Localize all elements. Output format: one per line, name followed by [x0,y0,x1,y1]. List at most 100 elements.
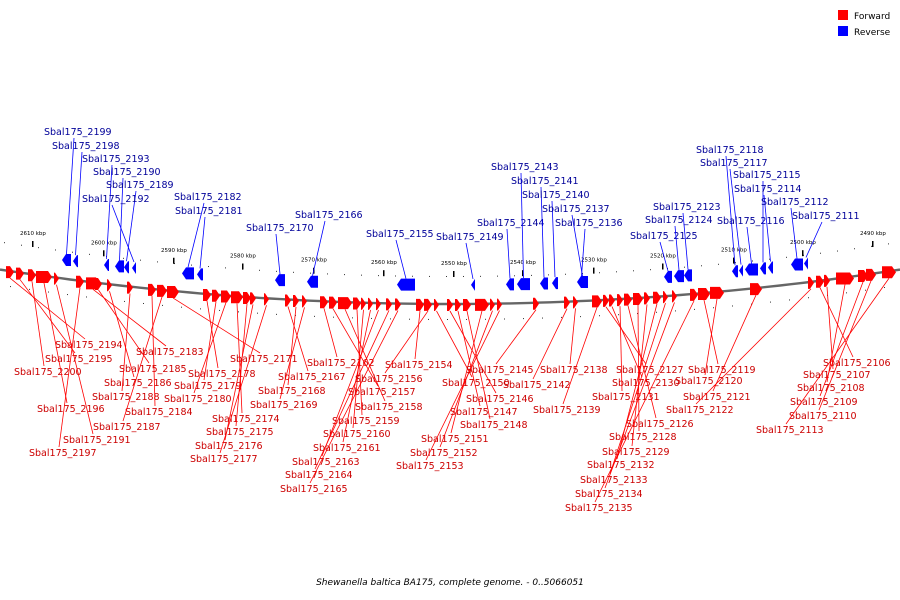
reverse-gene-arrow [124,261,129,274]
forward-gene-label: Sbal175_2158 [355,402,423,413]
reverse-gene-label: Sbal175_2125 [630,231,698,242]
reverse-gene-leader [111,204,135,263]
forward-gene-label: Sbal175_2153 [396,461,464,472]
reverse-gene-label: Sbal175_2136 [555,218,623,229]
scale-dot [633,270,634,272]
reverse-gene-leader [551,200,556,278]
reverse-gene-arrow [517,278,530,291]
forward-gene-label: Sbal175_2135 [565,503,633,514]
forward-gene-arrow [710,286,724,299]
reverse-gene-arrow [739,264,743,277]
forward-gene-leader [785,278,890,425]
scale-dot [751,303,752,305]
reverse-gene-leader [763,194,771,262]
scale-dot [140,259,141,261]
forward-gene-arrow [368,297,373,310]
forward-gene-leader [604,302,675,489]
scale-dot [694,308,695,310]
forward-gene-label: Sbal175_2187 [93,422,161,433]
forward-gene-label: Sbal175_2164 [285,470,353,481]
reverse-gene-leader [540,186,545,278]
scale-dot [514,275,515,277]
scale-dot [143,302,144,304]
forward-gene-leader [92,289,167,347]
forward-gene-label: Sbal175_2113 [756,425,824,436]
reverse-swatch [838,26,848,36]
genome-backbone [0,268,900,306]
scale-dot [390,318,391,320]
scale-dot [871,245,872,247]
scale-tick-label: 2610 kbp [20,231,46,237]
forward-gene-label: Sbal175_2188 [92,392,160,403]
reverse-gene-label: Sbal175_2143 [491,162,559,173]
forward-gene-arrow [533,297,539,310]
scale-dot [48,291,49,293]
scale-dot [409,318,410,320]
scale-dot [684,266,685,268]
reverse-gene-label: Sbal175_2112 [761,197,829,208]
forward-gene-leader [321,309,379,457]
scale-dot [412,275,413,277]
forward-gene-leader [309,310,399,484]
reverse-gene-label: Sbal175_2114 [734,184,802,195]
forward-gene-leader [703,299,719,365]
reverse-gene-arrow [552,277,558,290]
reverse-gene-leader [571,214,583,277]
forward-gene-arrow [203,288,211,301]
scale-dot [259,269,260,271]
forward-gene-label: Sbal175_2127 [616,365,684,376]
forward-gene-label: Sbal175_2126 [626,419,694,430]
reverse-gene-label: Sbal175_2144 [477,218,545,229]
forward-gene-arrow [127,281,133,294]
scale-dot [618,314,619,316]
forward-gene-arrow [338,297,352,310]
scale-dot [86,296,87,298]
scale-tick [872,241,874,248]
forward-gene-arrow [36,270,52,283]
forward-gene-label: Sbal175_2191 [63,435,131,446]
reverse-gene-label: Sbal175_2189 [106,180,174,191]
forward-gene-label: Sbal175_2109 [790,397,858,408]
scale-dot [523,318,524,320]
forward-gene-leader [344,308,386,402]
reverse-gene-label: Sbal175_2137 [542,204,610,215]
legend-label-forward: Forward [854,12,891,22]
scale-dot [656,311,657,313]
forward-gene-arrow [866,268,876,281]
forward-gene-arrow [836,272,854,285]
reverse-gene-arrow [104,258,109,271]
forward-gene-leader [109,291,135,378]
forward-gene-leader [569,308,576,365]
forward-gene-label: Sbal175_2110 [789,411,857,422]
scale-dot [72,251,73,253]
forward-gene-label: Sbal175_2145 [466,365,534,376]
forward-gene-leader [193,302,227,394]
forward-gene-label: Sbal175_2177 [190,454,258,465]
reverse-gene-arrow [132,262,136,275]
forward-gene-arrow [858,270,868,283]
forward-gene-leader [466,310,491,420]
reverse-gene-arrow [768,261,773,274]
reverse-gene-leader [275,233,281,275]
forward-gene-arrow [497,298,502,311]
scale-tick [522,270,524,277]
forward-gene-label: Sbal175_2106 [823,358,891,369]
forward-gene-arrow [157,284,167,297]
forward-gene-label: Sbal175_2121 [683,392,751,403]
forward-gene-label: Sbal175_2150 [442,378,510,389]
forward-gene-leader [31,281,45,367]
reverse-gene-leader [659,241,669,272]
scale-tick [662,263,664,270]
scale-tick [802,250,804,257]
scale-dot [808,297,809,299]
forward-gene-arrow [361,297,366,310]
forward-gene-arrow [416,298,424,311]
scale-dot [769,258,770,260]
forward-gene-leader [818,280,872,411]
scale-dot [531,274,532,276]
forward-gene-leader [235,303,248,427]
reverse-gene-label: Sbal175_2141 [511,176,579,187]
reverse-gene-arrow [791,258,803,271]
